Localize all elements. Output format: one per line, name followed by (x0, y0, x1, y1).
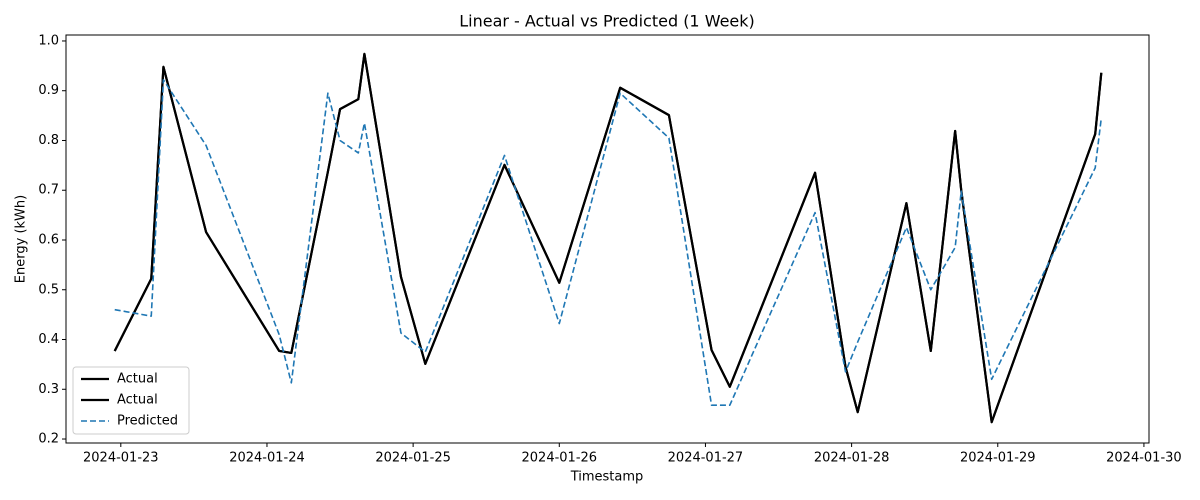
y-tick-label: 1.0 (38, 33, 59, 48)
series-line (114, 78, 1103, 406)
legend-label: Predicted (117, 414, 178, 429)
x-tick-label: 2024-01-29 (960, 451, 1036, 466)
y-tick-label: 0.3 (38, 382, 59, 397)
series-line (113, 52, 1103, 424)
x-tick-label: 2024-01-23 (83, 451, 159, 466)
y-tick-label: 0.2 (38, 432, 59, 447)
series-line (113, 52, 1103, 424)
x-tick-label: 2024-01-28 (814, 451, 890, 466)
x-tick-label: 2024-01-25 (375, 451, 451, 466)
y-tick-label: 0.7 (38, 183, 59, 198)
legend-label: Actual (117, 393, 158, 408)
y-tick-label: 0.5 (38, 282, 59, 297)
x-tick-label: 2024-01-26 (522, 451, 598, 466)
x-tick-label: 2024-01-24 (229, 451, 305, 466)
x-axis-label: Timestamp (570, 470, 644, 485)
y-tick-label: 0.6 (38, 232, 59, 247)
legend-box (72, 366, 190, 435)
y-tick-label: 0.4 (38, 332, 59, 347)
chart-title: Linear - Actual vs Predicted (1 Week) (459, 12, 755, 31)
y-tick-label: 0.9 (38, 83, 59, 98)
x-tick-label: 2024-01-30 (1106, 451, 1182, 466)
x-tick-label: 2024-01-27 (668, 451, 744, 466)
legend: Actual Actual Predicted (72, 366, 190, 435)
plot-frame (65, 34, 1150, 444)
legend-label: Actual (117, 372, 158, 387)
y-axis-label: Energy (kWh) (14, 195, 29, 283)
y-tick-label: 0.8 (38, 133, 59, 148)
